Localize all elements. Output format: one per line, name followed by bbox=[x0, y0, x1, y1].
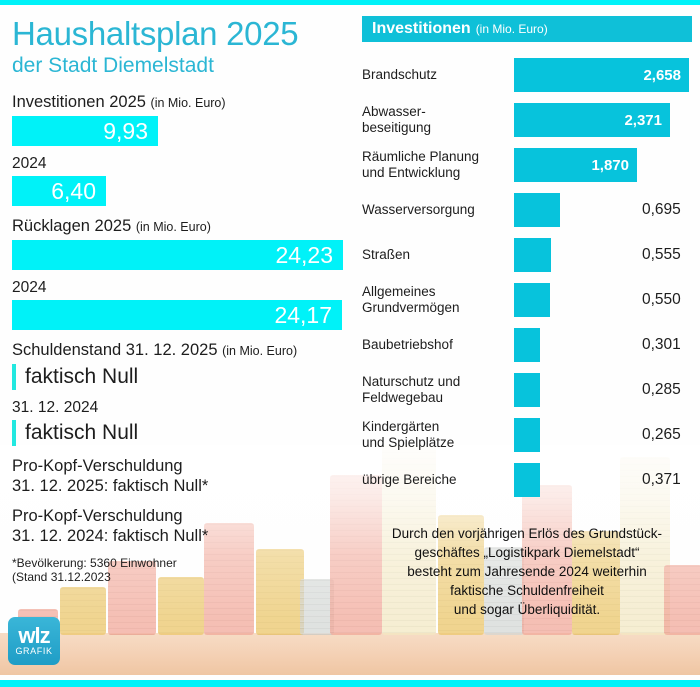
top-accent-strip bbox=[0, 0, 700, 5]
investitionen-2024-bar: 6,40 bbox=[12, 176, 106, 206]
investitionen-label: Investitionen 2025 (in Mio. Euro) bbox=[12, 92, 350, 113]
schuldenstand-2024-label: 31. 12. 2024 bbox=[12, 399, 99, 416]
chart-bar bbox=[514, 283, 550, 317]
pro-kopf-2024: Pro-Kopf-Verschuldung 31. 12. 2024: fakt… bbox=[12, 507, 209, 545]
schuldenstand-2024-value: faktisch Null bbox=[25, 421, 139, 444]
summary-caption: Durch den vorjährigen Erlös des Grundstü… bbox=[391, 526, 663, 617]
chart-bar-wrapper: 0,550 bbox=[514, 283, 692, 317]
chart-bar: 2,658 bbox=[514, 58, 689, 92]
page-subtitle: der Stadt Diemelstadt bbox=[12, 54, 214, 77]
bottom-accent-strip bbox=[0, 680, 700, 687]
schuldenstand-2025-row: faktisch Null bbox=[12, 364, 350, 390]
ruecklagen-2024-value: 24,17 bbox=[274, 301, 332, 328]
investitionen-unit: (in Mio. Euro) bbox=[150, 96, 226, 110]
chart-bar-wrapper: 2,658 bbox=[514, 58, 692, 92]
chart-row: Kindergärten und Spielplätze 0,265 bbox=[362, 418, 692, 452]
chart-category-label: Brandschutz bbox=[362, 66, 438, 82]
chart-row: Naturschutz und Feldwegebau 0,285 bbox=[362, 373, 692, 407]
ruecklagen-unit: (in Mio. Euro) bbox=[135, 220, 211, 234]
chart-bar bbox=[514, 463, 540, 497]
right-column: Investitionen (in Mio. Euro) Brandschutz… bbox=[362, 16, 692, 508]
chart-bar-value: 0,285 bbox=[642, 381, 681, 398]
chart-bar bbox=[514, 193, 560, 227]
left-column: Haushaltsplan 2025 der Stadt Diemelstadt… bbox=[10, 16, 350, 584]
chart-bar-value: 2,658 bbox=[643, 66, 681, 84]
chart-row: Brandschutz 2,658 bbox=[362, 58, 692, 92]
schuldenstand-label: Schuldenstand 31. 12. 2025 (in Mio. Euro… bbox=[12, 340, 350, 361]
investitionen-2024-value: 6,40 bbox=[51, 177, 96, 204]
ruecklagen-label: Rücklagen 2025 (in Mio. Euro) bbox=[12, 216, 350, 237]
chart-bar-value: 0,301 bbox=[642, 336, 681, 353]
chart-row: Allgemeines Grundvermögen 0,550 bbox=[362, 283, 692, 317]
ruecklagen-2025-bar: 24,23 bbox=[12, 240, 343, 270]
chart-row: Baubetriebshof 0,301 bbox=[362, 328, 692, 362]
chart-bar-wrapper: 0,301 bbox=[514, 328, 692, 362]
chart-bar-value: 0,555 bbox=[642, 246, 681, 263]
investitionen-bar-chart: Brandschutz 2,658 Abwasser- beseitigung 2,3… bbox=[362, 58, 692, 497]
ruecklagen-label-text: Rücklagen 2025 bbox=[12, 217, 132, 235]
chart-row: Straßen 0,555 bbox=[362, 238, 692, 272]
investitionen-panel-title: Investitionen bbox=[372, 20, 471, 37]
chart-bar-value: 1,870 bbox=[591, 156, 629, 174]
chart-bar-wrapper: 2,371 bbox=[514, 103, 692, 137]
chart-bar bbox=[514, 373, 540, 407]
chart-bar-wrapper: 0,265 bbox=[514, 418, 692, 452]
chart-bar-value: 0,695 bbox=[642, 201, 681, 218]
investitionen-panel-unit: (in Mio. Euro) bbox=[475, 22, 548, 36]
schuldenstand-label-text: Schuldenstand 31. 12. 2025 bbox=[12, 341, 218, 359]
tick-marker-icon bbox=[12, 420, 16, 446]
chart-bar-wrapper: 0,695 bbox=[514, 193, 692, 227]
chart-category-label: Naturschutz und Feldwegebau bbox=[362, 373, 461, 406]
chart-bar-value: 2,371 bbox=[624, 111, 662, 129]
chart-bar: 1,870 bbox=[514, 148, 637, 182]
chart-bar bbox=[514, 418, 540, 452]
chart-row: Abwasser- beseitigung 2,371 bbox=[362, 103, 692, 137]
chart-category-label: Allgemeines Grundvermögen bbox=[362, 283, 460, 316]
schuldenstand-unit: (in Mio. Euro) bbox=[222, 344, 298, 358]
chart-bar-value: 0,371 bbox=[642, 471, 681, 488]
chart-category-label: übrige Bereiche bbox=[362, 471, 457, 487]
wlz-logo-sub: GRAFIK bbox=[15, 645, 53, 656]
chart-row: übrige Bereiche 0,371 bbox=[362, 463, 692, 497]
investitionen-panel-header: Investitionen (in Mio. Euro) bbox=[362, 16, 692, 42]
wlz-logo: wlz GRAFIK bbox=[8, 617, 60, 665]
chart-bar-value: 0,265 bbox=[642, 426, 681, 443]
chart-bar-wrapper: 0,371 bbox=[514, 463, 692, 497]
ruecklagen-2024-bar: 24,17 bbox=[12, 300, 342, 330]
chart-bar bbox=[514, 328, 540, 362]
chart-row: Wasserversorgung 0,695 bbox=[362, 193, 692, 227]
chart-category-label: Räumliche Planung und Entwicklung bbox=[362, 148, 480, 181]
coins-photo-background bbox=[0, 445, 700, 675]
pro-kopf-2025: Pro-Kopf-Verschuldung 31. 12. 2025: fakt… bbox=[12, 457, 209, 495]
tick-marker-icon bbox=[12, 364, 16, 390]
chart-bar: 2,371 bbox=[514, 103, 670, 137]
schuldenstand-2024-row: faktisch Null bbox=[12, 420, 350, 446]
chart-category-label: Baubetriebshof bbox=[362, 336, 453, 352]
chart-category-label: Kindergärten und Spielplätze bbox=[362, 418, 455, 451]
investitionen-2024-label: 2024 bbox=[12, 155, 47, 172]
ruecklagen-2024-label: 2024 bbox=[12, 279, 47, 296]
page-title: Haushaltsplan 2025 bbox=[12, 15, 299, 52]
chart-bar bbox=[514, 238, 551, 272]
chart-row: Räumliche Planung und Entwicklung 1,870 bbox=[362, 148, 692, 182]
ruecklagen-2025-value: 24,23 bbox=[275, 241, 333, 268]
investitionen-2025-bar: 9,93 bbox=[12, 116, 158, 146]
chart-bar-value: 0,550 bbox=[642, 291, 681, 308]
chart-bar-wrapper: 0,285 bbox=[514, 373, 692, 407]
chart-bar-wrapper: 1,870 bbox=[514, 148, 692, 182]
schuldenstand-2025-value: faktisch Null bbox=[25, 365, 139, 388]
investitionen-label-text: Investitionen 2025 bbox=[12, 93, 146, 111]
investitionen-2025-value: 9,93 bbox=[103, 117, 148, 144]
population-footnote: *Bevölkerung: 5360 Einwohner (Stand 31.1… bbox=[12, 556, 177, 584]
wlz-logo-name: wlz bbox=[18, 622, 50, 648]
chart-category-label: Abwasser- beseitigung bbox=[362, 103, 432, 136]
chart-category-label: Straßen bbox=[362, 246, 411, 262]
chart-category-label: Wasserversorgung bbox=[362, 201, 475, 217]
chart-bar-wrapper: 0,555 bbox=[514, 238, 692, 272]
background-fade-overlay bbox=[0, 445, 700, 675]
